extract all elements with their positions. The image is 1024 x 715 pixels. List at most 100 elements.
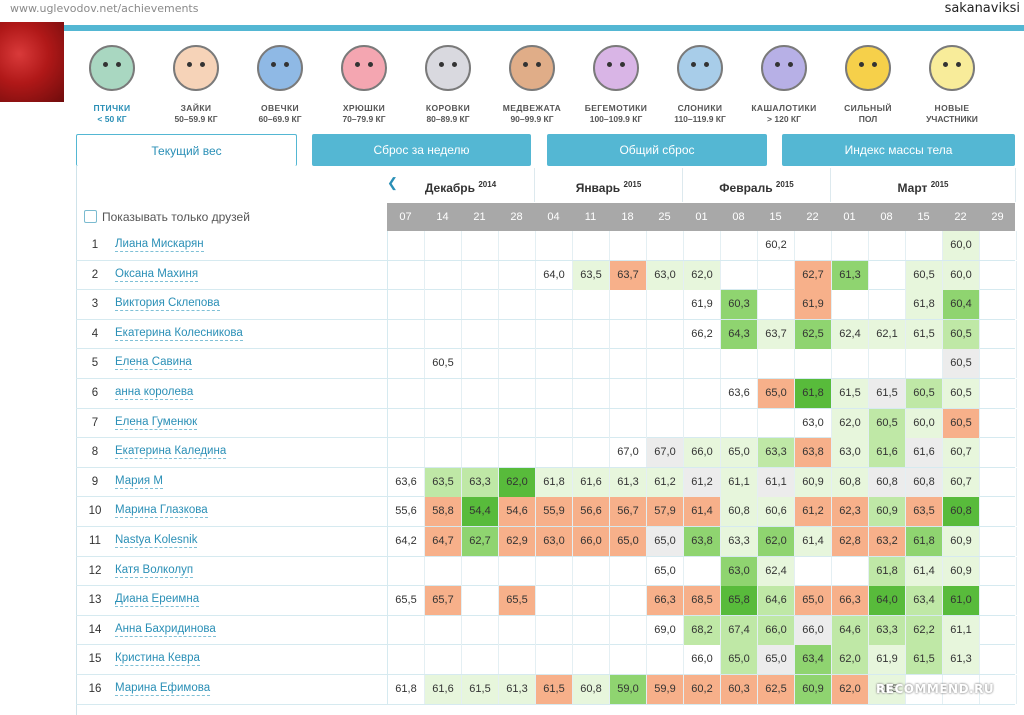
member-name-link[interactable]: Диана Ереимна <box>115 593 200 608</box>
weight-cells: 60,5 60,5 <box>387 349 1017 379</box>
weight-cell: 62,7 <box>795 260 832 290</box>
category-bird[interactable]: ПТИЧКИ < 50 КГ <box>70 38 154 125</box>
weight-cell: 62,5 <box>795 319 832 349</box>
weight-cell: 61,3 <box>943 645 980 675</box>
bird-icon <box>89 45 135 91</box>
weight-cell: 65,0 <box>647 556 684 586</box>
weight-cell: 67,4 <box>721 615 758 645</box>
weight-cell <box>462 379 499 408</box>
category-sun[interactable]: СИЛЬНЫЙ ПОЛ <box>826 38 910 125</box>
member-name-link[interactable]: Елена Гуменюк <box>115 415 198 430</box>
weight-cell <box>832 349 869 379</box>
tab-3[interactable]: Общий сброс <box>547 134 767 166</box>
weight-cell: 61,5 <box>869 675 906 704</box>
friends-only-filter[interactable]: Показывать только друзей <box>84 210 250 224</box>
member-name-link[interactable]: Елена Савина <box>115 356 192 371</box>
weight-cell: 63,5 <box>425 467 462 497</box>
weight-cell <box>610 556 647 586</box>
weight-cell: 66,0 <box>795 615 832 645</box>
category-hippo[interactable]: БЕГЕМОТИКИ 100–109.9 КГ <box>574 38 658 125</box>
weight-cell: 60,5 <box>943 379 980 408</box>
weight-cells: 65,5 65,7 65,5 66,3 68,5 65,8 64,6 65,0 66,3 64,0… <box>387 586 1017 616</box>
weight-cell <box>462 231 499 260</box>
weight-cell: 62,2 <box>906 615 943 645</box>
weight-cell: 61,5 <box>869 379 906 408</box>
weight-cell <box>425 408 462 438</box>
weight-cell <box>610 586 647 616</box>
friends-only-label: Показывать только друзей <box>102 210 250 224</box>
checkbox-icon[interactable] <box>84 210 97 223</box>
weight-cell <box>462 615 499 645</box>
weight-cell: 61,1 <box>721 467 758 497</box>
weight-cell: 63,5 <box>906 497 943 527</box>
member-name-link[interactable]: Марина Ефимова <box>115 682 211 696</box>
decorative-photo-corner <box>0 22 64 102</box>
weight-cell: 65,0 <box>721 645 758 675</box>
member-name-link[interactable]: Лиана Мискарян <box>115 238 204 252</box>
category-whale[interactable]: КАШАЛОТИКИ > 120 КГ <box>742 38 826 125</box>
weight-cells: 67,0 67,0 66,0 65,0 63,3 63,8 63,0 61,6 61,6 60,7 <box>387 438 1017 468</box>
prev-period-arrow-icon[interactable]: ❮ <box>387 175 398 190</box>
weight-cell: 60,8 <box>869 467 906 497</box>
category-rabbit[interactable]: ЗАЙКИ 50–59.9 КГ <box>154 38 238 125</box>
weight-cell: 60,3 <box>721 290 758 320</box>
table-row: 12 Катя Волколуп 65,0 63,0 62,4 61,8 61,4 60,9 <box>76 556 1017 587</box>
url-text[interactable]: www.uglevodov.net/achievements <box>10 2 199 15</box>
category-name: ОВЕЧКИ <box>260 103 300 113</box>
rank-cell: 10 <box>88 505 102 518</box>
weight-cell: 64,6 <box>832 615 869 645</box>
weight-cell: 68,2 <box>684 615 721 645</box>
category-range: 110–119.9 КГ <box>674 114 726 124</box>
tab-4[interactable]: Индекс массы тела <box>782 134 1015 166</box>
weight-cell <box>499 290 536 320</box>
category-bear[interactable]: МЕДВЕЖАТА 90–99.9 КГ <box>490 38 574 125</box>
weight-cell: 64,6 <box>758 586 795 616</box>
member-name-link[interactable]: Екатерина Колесникова <box>115 326 243 341</box>
weight-cell <box>980 231 1017 260</box>
weight-cell <box>573 408 610 438</box>
weight-cell: 60,5 <box>869 408 906 438</box>
member-name-link[interactable]: Катя Волколуп <box>115 563 194 578</box>
weight-cell <box>610 290 647 320</box>
weight-cell <box>425 556 462 586</box>
weight-cell <box>610 231 647 260</box>
rank-cell: 14 <box>88 623 102 636</box>
weight-cell <box>610 645 647 675</box>
pig-icon <box>341 45 387 91</box>
weight-cell <box>573 349 610 379</box>
weight-cell <box>425 290 462 320</box>
weight-cell <box>425 438 462 468</box>
rank-cell: 1 <box>91 239 99 251</box>
category-pig[interactable]: ХРЮШКИ 70–79.9 КГ <box>322 38 406 125</box>
weight-cell <box>610 379 647 408</box>
member-name-link[interactable]: Кристина Кевра <box>115 652 200 667</box>
weight-cell <box>610 349 647 379</box>
sun-icon <box>845 45 891 91</box>
member-name-link[interactable]: Виктория Склепова <box>115 297 220 312</box>
member-name-link[interactable]: Nastya Kolesnik <box>115 534 198 548</box>
category-elephant[interactable]: СЛОНИКИ 110–119.9 КГ <box>658 38 742 125</box>
weight-cell <box>610 615 647 645</box>
member-name-link[interactable]: Марина Глазкова <box>115 504 208 519</box>
weight-cell: 54,4 <box>462 497 499 527</box>
weight-cell <box>758 349 795 379</box>
category-cow[interactable]: КОРОВКИ 80–89.9 КГ <box>406 38 490 125</box>
tab-2[interactable]: Сброс за неделю <box>312 134 531 166</box>
weight-cell <box>499 645 536 675</box>
weight-cell <box>462 408 499 438</box>
category-range: < 50 КГ <box>97 114 127 124</box>
member-name-link[interactable]: Анна Бахридинова <box>115 622 216 637</box>
member-name-link[interactable]: анна королева <box>115 386 194 400</box>
table-row: 13 Диана Ереимна 65,5 65,7 65,5 66,3 68,5 65,8 6… <box>76 586 1017 616</box>
weight-cell <box>462 556 499 586</box>
member-name-link[interactable]: Мария М <box>115 474 163 489</box>
member-name-link[interactable]: Оксана Махиня <box>115 267 199 282</box>
tab-1[interactable]: Текущий вес <box>76 134 297 166</box>
category-sheep[interactable]: ОВЕЧКИ 60–69.9 КГ <box>238 38 322 125</box>
weight-cell: 60,5 <box>906 379 943 408</box>
weight-cell: 62,1 <box>869 319 906 349</box>
weight-cell: 59,0 <box>610 675 647 704</box>
category-chick[interactable]: НОВЫЕ УЧАСТНИКИ <box>910 38 994 125</box>
member-name-link[interactable]: Екатерина Каледина <box>115 445 227 460</box>
weight-cell: 64,7 <box>425 527 462 556</box>
